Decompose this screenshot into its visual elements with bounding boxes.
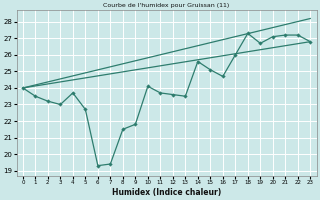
X-axis label: Humidex (Indice chaleur): Humidex (Indice chaleur) bbox=[112, 188, 221, 197]
Title: Courbe de l'humidex pour Gruissan (11): Courbe de l'humidex pour Gruissan (11) bbox=[103, 3, 230, 8]
